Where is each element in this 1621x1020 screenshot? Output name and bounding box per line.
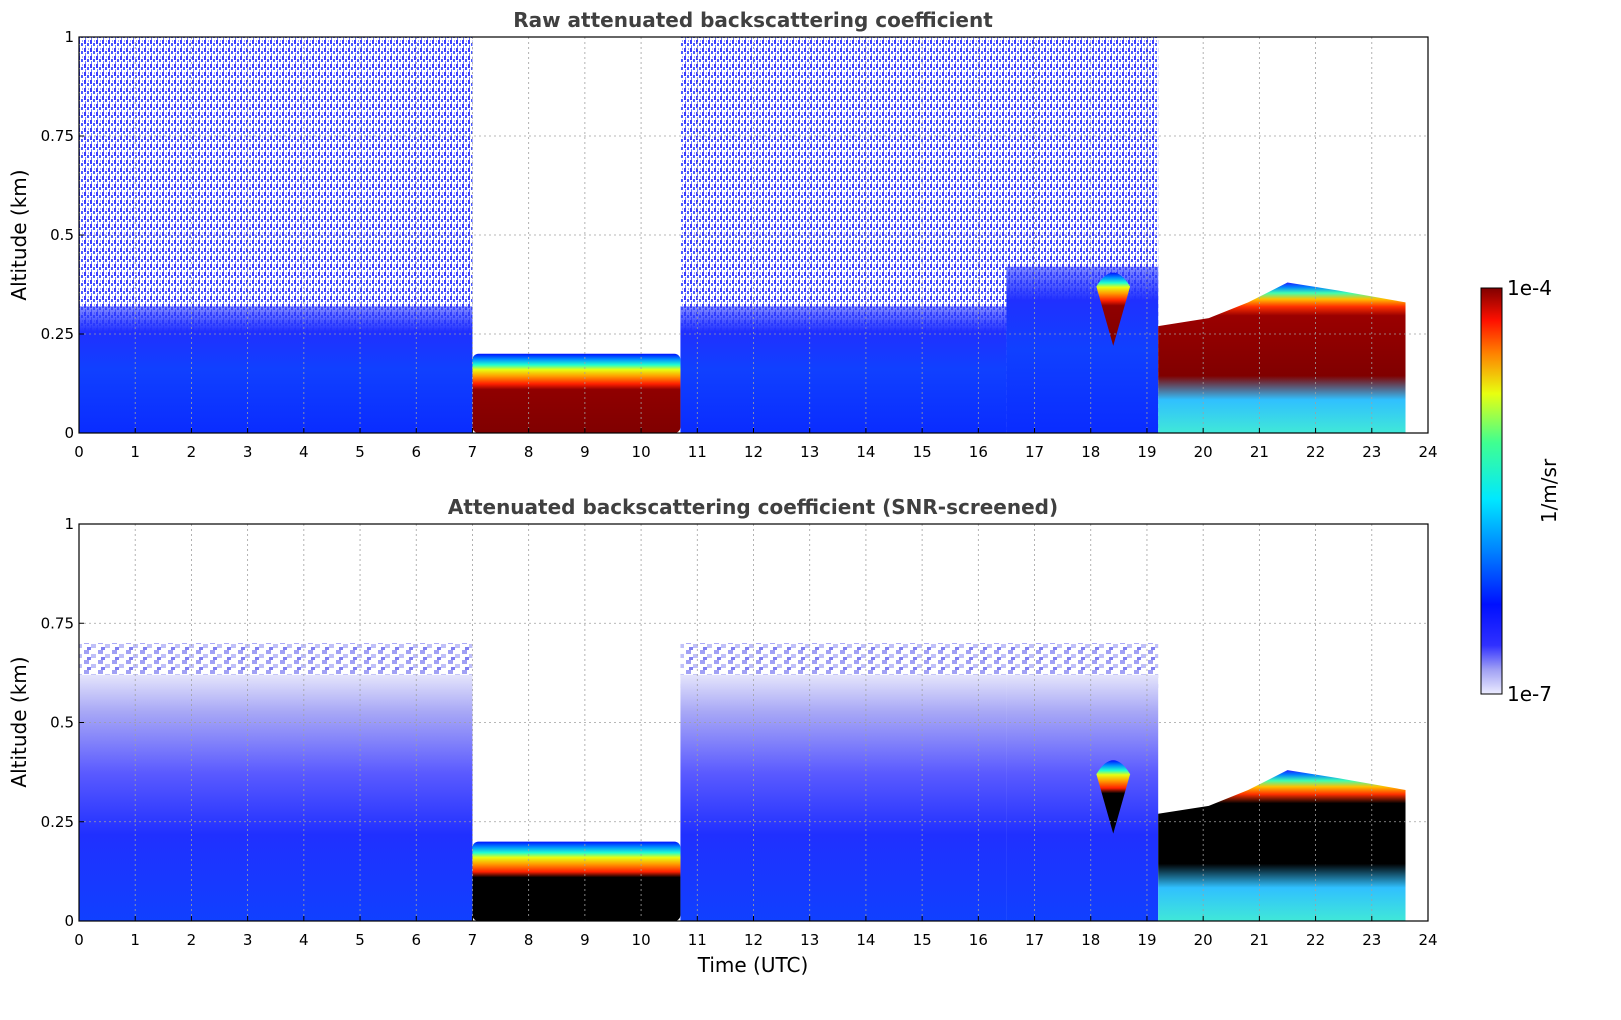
x-tick-label: 2 [187,443,197,461]
y-tick-label: 0 [64,424,74,442]
y-tick-label: 0.5 [50,714,74,732]
x-tick-label: 9 [580,931,590,949]
panel-screened-y-ticks: 0 0.25 0.5 0.75 1 [41,515,84,930]
x-tick-label: 11 [688,931,707,949]
panel-screened-data [79,643,1406,921]
colorbar-min-label: 1e-7 [1507,682,1552,706]
y-tick-label: 0.5 [50,226,74,244]
x-tick-label: 6 [411,443,421,461]
x-tick-label: 7 [468,443,478,461]
x-tick-label: 23 [1362,443,1381,461]
cloud-layer [1158,770,1406,921]
panel-raw-grid [79,37,1428,433]
cloud-cell [1096,760,1131,834]
x-tick-label: 20 [1194,443,1213,461]
y-tick-label: 0.25 [41,813,74,831]
x-tick-label: 23 [1362,931,1381,949]
y-tick-label: 1 [64,515,74,533]
panel-raw-data [79,37,1406,433]
x-tick-label: 22 [1306,931,1325,949]
cloud-layer [472,353,681,433]
aerosol-layer [680,674,1007,921]
x-tick-label: 13 [800,931,819,949]
x-tick-label: 2 [187,931,197,949]
x-tick-label: 10 [632,443,651,461]
x-tick-label: 5 [355,931,365,949]
x-tick-label: 17 [1025,931,1044,949]
x-tick-label: 4 [299,443,309,461]
x-tick-label: 11 [688,443,707,461]
x-tick-label: 16 [969,443,988,461]
x-tick-label: 24 [1418,931,1437,949]
x-tick-label: 21 [1250,931,1269,949]
x-tick-label: 15 [913,443,932,461]
panel-screened-title: Attenuated backscattering coefficient (S… [448,495,1058,519]
panel-screened-y-label: Altitude (km) [7,656,31,787]
aerosol-layer [1006,266,1159,433]
x-tick-label: 12 [744,443,763,461]
x-tick-label: 0 [74,931,84,949]
x-tick-label: 7 [468,931,478,949]
panel-raw-x-ticks: 0 1 2 3 4 5 6 7 8 9 10 11 12 13 14 15 16 17 18 19 20 21 22 23 24 [74,428,1438,461]
panel-raw-title: Raw attenuated backscattering coefficien… [513,8,993,32]
y-tick-label: 0 [64,912,74,930]
aerosol-layer [1006,674,1159,921]
x-tick-label: 17 [1025,443,1044,461]
x-tick-label: 22 [1306,443,1325,461]
x-tick-label: 13 [800,443,819,461]
x-tick-label: 5 [355,443,365,461]
x-tick-label: 14 [856,931,875,949]
x-tick-label: 3 [243,443,253,461]
x-tick-label: 12 [744,931,763,949]
x-tick-label: 20 [1194,931,1213,949]
y-tick-label: 0.25 [41,325,74,343]
panel-screened-x-label: Time (UTC) [697,953,809,977]
aerosol-layer [79,674,473,921]
x-tick-label: 8 [524,931,534,949]
x-tick-label: 24 [1418,443,1437,461]
x-tick-label: 6 [411,931,421,949]
cloud-layer [1158,282,1406,433]
x-tick-label: 8 [524,443,534,461]
cloud-cell [1096,272,1131,346]
x-tick-label: 1 [130,443,140,461]
x-tick-label: 18 [1081,931,1100,949]
x-tick-label: 16 [969,931,988,949]
x-tick-label: 1 [130,931,140,949]
panel-screened-x-ticks: 0 1 2 3 4 5 6 7 8 9 10 11 12 13 14 15 16 17 18 19 20 21 22 23 24 [74,916,1438,949]
panel-raw: Raw attenuated backscattering coefficien… [7,8,1438,461]
panel-raw-y-ticks: 0 0.25 0.5 0.75 1 [41,28,84,442]
x-tick-label: 21 [1250,443,1269,461]
x-tick-label: 4 [299,931,309,949]
y-tick-label: 1 [64,28,74,46]
colorbar-max-label: 1e-4 [1507,276,1552,300]
panel-raw-y-label: Altitude (km) [7,169,31,300]
y-tick-label: 0.75 [41,127,74,145]
x-tick-label: 19 [1137,931,1156,949]
aerosol-layer [680,306,1007,433]
x-tick-label: 10 [632,931,651,949]
panel-screened-grid [79,524,1428,921]
colorbar: 1e-4 1e-7 1/m/sr [1480,276,1561,706]
colorbar-unit-label: 1/m/sr [1537,458,1561,523]
panel-screened: Attenuated backscattering coefficient (S… [7,495,1438,977]
x-tick-label: 0 [74,443,84,461]
x-tick-label: 19 [1137,443,1156,461]
x-tick-label: 14 [856,443,875,461]
y-tick-label: 0.75 [41,614,74,632]
colorbar-gradient [1480,287,1503,695]
x-tick-label: 3 [243,931,253,949]
x-tick-label: 15 [913,931,932,949]
x-tick-label: 18 [1081,443,1100,461]
x-tick-label: 9 [580,443,590,461]
cloud-layer [472,841,681,921]
aerosol-layer [79,306,473,433]
